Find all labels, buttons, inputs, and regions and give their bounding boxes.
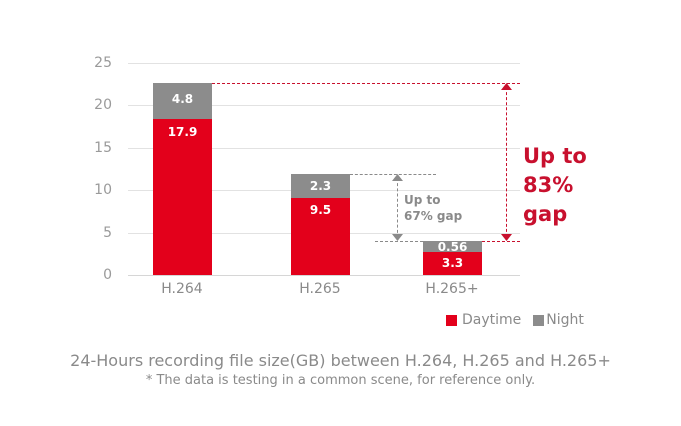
gap67-top-line [350, 174, 436, 175]
gap67-label-line1: Up to [404, 193, 441, 207]
chart-title: 24-Hours recording file size(GB) between… [70, 351, 611, 370]
gap83-bottom-line [482, 241, 520, 242]
gridline-0 [128, 275, 520, 276]
gap67-label-line2: 67% gap [404, 209, 463, 223]
gridline-20 [128, 105, 520, 106]
gap83-label-line1: Up to [523, 144, 587, 168]
bar-h264-night-label: 4.8 [171, 92, 194, 106]
y-tick-25: 25 [94, 55, 112, 71]
legend-swatch-daytime [446, 314, 457, 326]
bar-h265plus: 0.56 3.3 [423, 240, 482, 275]
bar-h265-night-label: 2.3 [309, 179, 332, 193]
legend: Daytime Night [446, 312, 584, 328]
legend-label-night: Night [546, 312, 584, 328]
bar-h265plus-daytime-label: 3.3 [441, 256, 464, 270]
gap67-label: Up to 67% gap [404, 192, 462, 224]
gridline-25 [128, 63, 520, 64]
gap83-label-line3: gap [523, 202, 568, 226]
gap67-arrow-line [397, 178, 398, 238]
chart-subtitle: * The data is testing in a common scene,… [145, 373, 536, 388]
bar-h265-night: 2.3 [291, 174, 350, 198]
gap83-arrow-down-icon [501, 234, 512, 241]
bar-h265plus-daytime: 3.3 [423, 252, 482, 275]
bar-h264-daytime: 17.9 [153, 119, 212, 275]
gap67-arrow-up-icon [392, 174, 403, 181]
gap83-top-line [212, 83, 520, 84]
gap67-arrow-down-icon [392, 234, 403, 241]
x-tick-h265plus: H.265+ [425, 281, 479, 297]
y-tick-20: 20 [94, 97, 112, 113]
x-tick-h264: H.264 [161, 281, 203, 297]
legend-swatch-night [533, 314, 545, 326]
bar-h264-daytime-label: 17.9 [167, 125, 198, 139]
bar-h264: 4.8 17.9 [153, 83, 212, 275]
y-tick-0: 0 [103, 267, 112, 283]
gridline-15 [128, 148, 520, 149]
gap83-arrow-up-icon [501, 83, 512, 90]
bar-h264-night: 4.8 [153, 83, 212, 119]
gap83-label-line2: 83% [523, 173, 574, 197]
gap67-bottom-line [375, 241, 423, 242]
y-tick-15: 15 [94, 140, 112, 156]
gap83-label: Up to 83% gap [523, 142, 587, 229]
bar-h265-daytime: 9.5 [291, 198, 350, 275]
bar-h265plus-night: 0.56 [423, 240, 482, 254]
y-tick-10: 10 [94, 182, 112, 198]
bar-h265-daytime-label: 9.5 [309, 203, 332, 217]
bar-h265: 2.3 9.5 [291, 174, 350, 275]
bar-h265plus-night-label: 0.56 [437, 240, 468, 254]
gap83-arrow-line [506, 87, 507, 237]
legend-label-daytime: Daytime [462, 312, 522, 328]
x-tick-h265: H.265 [299, 281, 341, 297]
y-tick-5: 5 [103, 225, 112, 241]
